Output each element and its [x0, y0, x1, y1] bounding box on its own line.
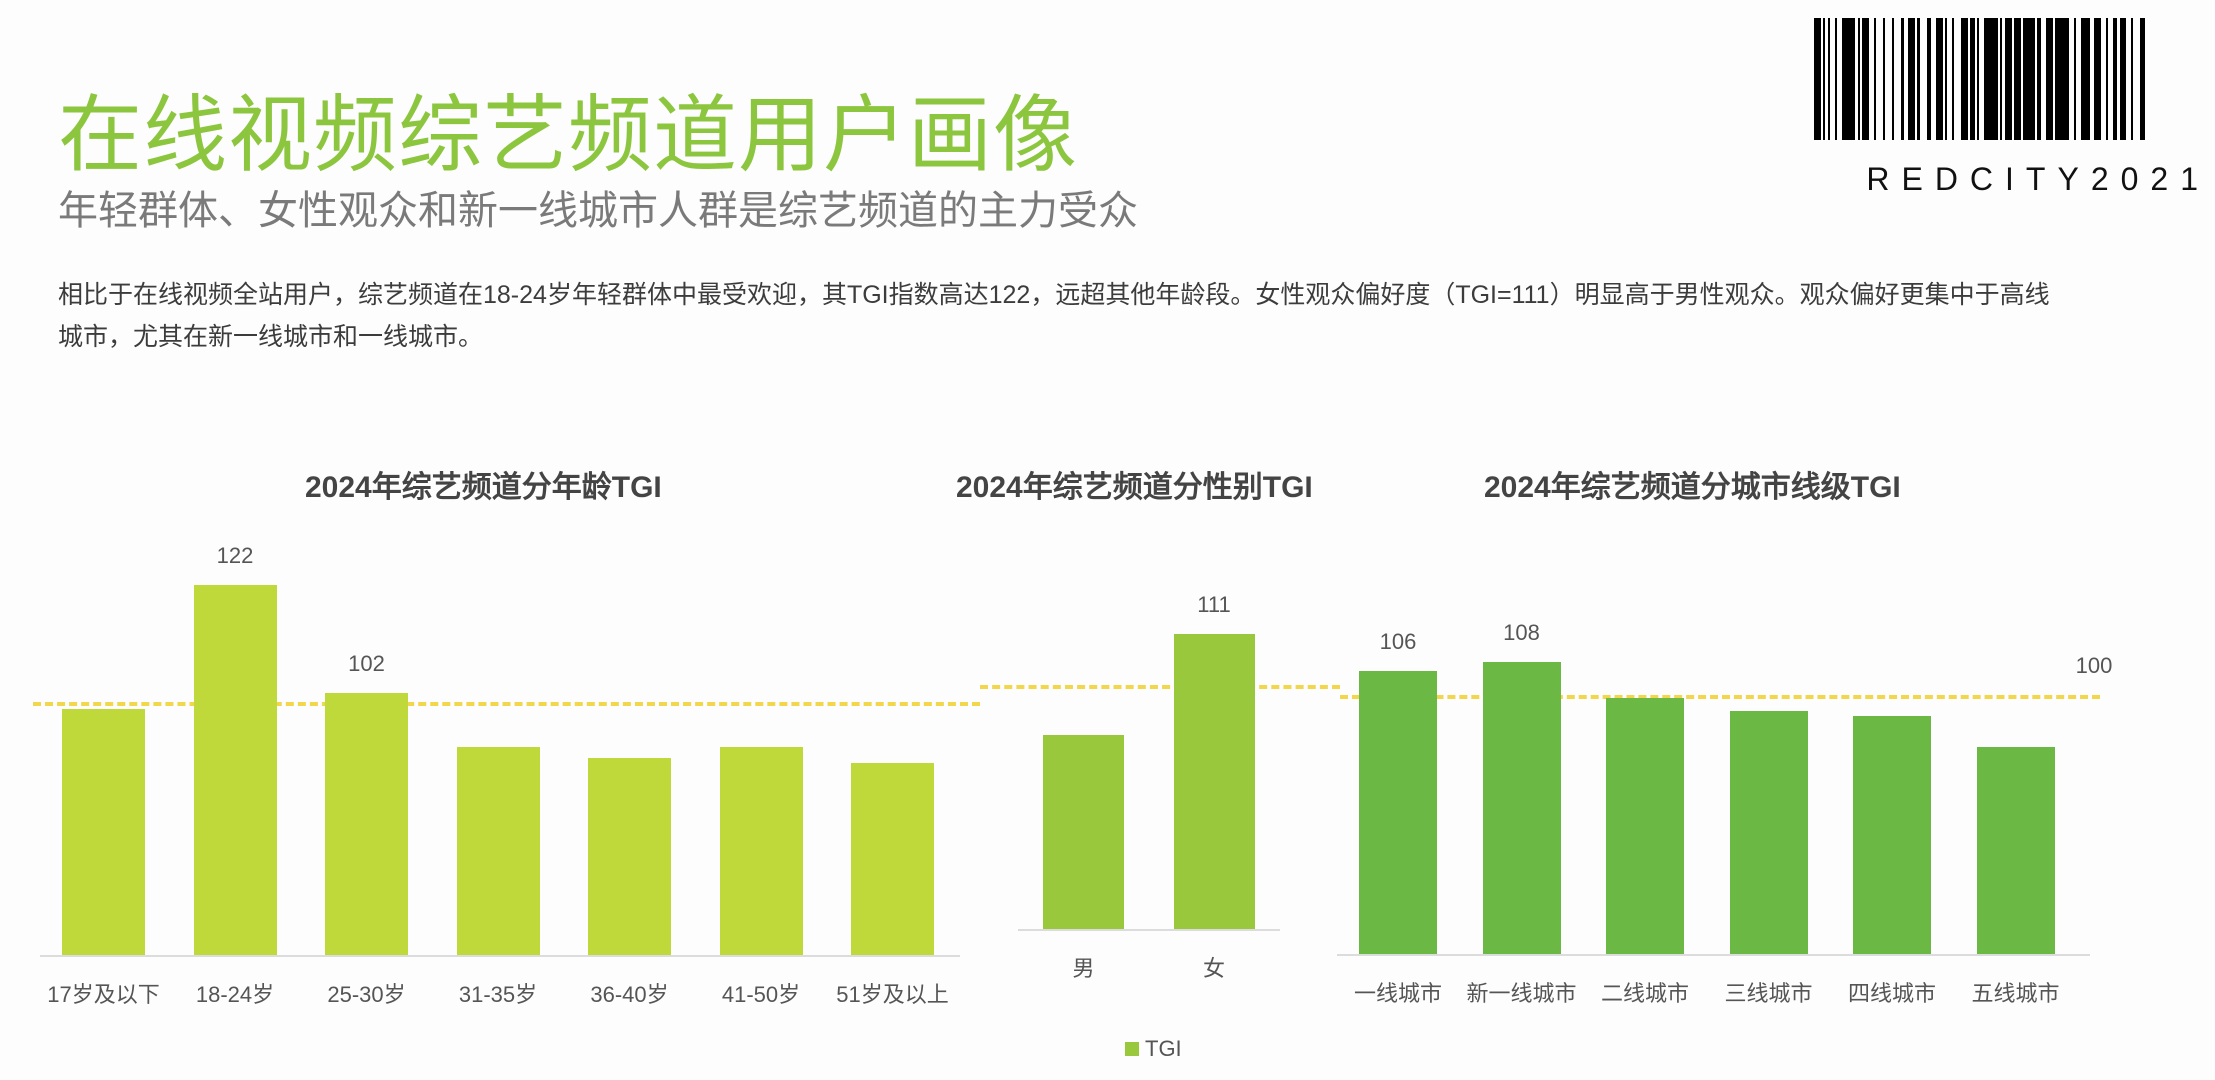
age-category-label: 31-35岁 — [458, 982, 538, 1007]
age-category-label: 51岁及以上 — [836, 982, 949, 1007]
barcode-watermark: REDCITY2021 — [1814, 18, 2214, 197]
city-bar — [1482, 661, 1561, 954]
city-bar — [1729, 711, 1808, 954]
barcode-text: REDCITY2021 — [1866, 161, 2210, 197]
city-category-label: 一线城市 — [1353, 981, 1442, 1006]
age-category-label: 18-24岁 — [195, 982, 275, 1007]
age-bar — [193, 584, 277, 955]
barcode-icon — [1814, 18, 2214, 140]
age-category-label: 17岁及以下 — [47, 982, 160, 1007]
gender-bar — [1043, 735, 1124, 929]
gender-category-label: 女 — [1202, 956, 1225, 981]
gender-value-label: 111 — [1197, 592, 1231, 618]
gender-x-axis — [1018, 929, 1280, 931]
age-value-label: 102 — [348, 651, 385, 677]
city-bar — [1606, 697, 1684, 954]
age-bar — [62, 709, 145, 955]
gender-category-label: 男 — [1072, 956, 1095, 981]
city-bar — [1853, 715, 1931, 954]
age-reference-line — [33, 702, 980, 706]
page-description: 相比于在线视频全站用户，综艺频道在18-24岁年轻群体中最受欢迎，其TGI指数高… — [58, 281, 2050, 351]
gender-bar — [1173, 634, 1255, 929]
page-title: 在线视频综艺频道用户画像 — [58, 88, 1079, 182]
city-reference-line — [1340, 695, 2100, 699]
city-value-label: 106 — [1379, 628, 1417, 654]
city-bar — [1976, 747, 2055, 954]
chart-legend: TGI — [1125, 1036, 1182, 1062]
age-category-label: 41-50岁 — [721, 982, 801, 1007]
city-x-axis — [1337, 954, 2090, 956]
city-bar — [1359, 670, 1437, 954]
city-category-label: 四线城市 — [1847, 981, 1936, 1006]
age-category-label: 36-40岁 — [590, 982, 669, 1007]
page-subtitle: 年轻群体、女性观众和新一线城市人群是综艺频道的主力受众 — [58, 189, 1138, 233]
city-chart-title: 2024年综艺频道分城市线级TGI — [1484, 471, 1901, 504]
legend-label: TGI — [1145, 1036, 1182, 1061]
city-category-label: 三线城市 — [1724, 981, 1813, 1006]
age-bar — [325, 693, 408, 955]
legend-swatch-icon — [1125, 1042, 1139, 1056]
gender-reference-line — [980, 685, 1340, 689]
city-value-label: 108 — [1503, 619, 1540, 645]
age-bar — [851, 763, 934, 955]
age-bar — [456, 747, 540, 955]
city-category-label: 五线城市 — [1971, 981, 2060, 1006]
age-value-label: 122 — [216, 542, 254, 568]
city-category-label: 二线城市 — [1600, 981, 1689, 1006]
age-chart-title: 2024年综艺频道分年龄TGI — [305, 471, 662, 504]
reference-value-label: 100 — [2075, 653, 2113, 678]
age-category-label: 25-30岁 — [327, 982, 406, 1007]
age-bar — [588, 758, 671, 955]
age-x-axis — [40, 955, 960, 957]
age-bar — [719, 747, 803, 955]
city-category-label: 新一线城市 — [1466, 981, 1577, 1006]
gender-chart-title: 2024年综艺频道分性别TGI — [956, 471, 1313, 504]
